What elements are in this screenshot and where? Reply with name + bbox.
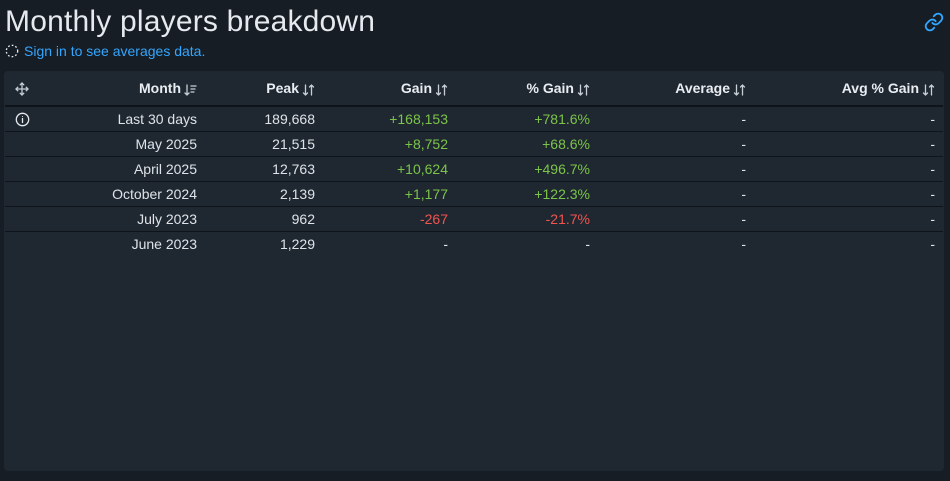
- average-cell: -: [590, 181, 746, 207]
- percent-gain-cell: -: [585, 236, 590, 252]
- info-icon[interactable]: [15, 112, 30, 127]
- month-cell: April 2025: [39, 156, 197, 182]
- spinner-icon: [5, 44, 19, 58]
- month-cell: July 2023: [39, 206, 197, 232]
- percent-gain-cell: +68.6%: [448, 131, 590, 157]
- sort-descending-icon: [184, 81, 197, 96]
- average-cell: -: [590, 206, 746, 232]
- average-cell: -: [590, 156, 746, 182]
- column-header-percent-gain[interactable]: % Gain: [448, 71, 590, 107]
- column-header-peak[interactable]: Peak: [197, 71, 315, 107]
- column-header-gain-label: Gain: [400, 80, 432, 96]
- month-cell: October 2024: [39, 181, 197, 207]
- percent-gain-cell: -21.7%: [448, 206, 590, 232]
- column-header-peak-label: Peak: [266, 80, 299, 96]
- column-header-month[interactable]: Month: [39, 71, 197, 107]
- column-header-percent-gain-label: % Gain: [526, 80, 574, 96]
- move-arrows-icon: [15, 82, 29, 96]
- row-icon-cell: [5, 232, 39, 257]
- gain-cell: +1,177: [315, 181, 448, 207]
- column-header-average-label: Average: [675, 80, 730, 96]
- row-icon-cell: [5, 206, 39, 232]
- peak-cell: 189,668: [197, 106, 315, 132]
- peak-cell: 12,763: [197, 156, 315, 182]
- breakdown-table: Month Peak: [5, 71, 943, 256]
- gain-cell: -267: [315, 206, 448, 232]
- signin-notice: Sign in to see averages data.: [5, 42, 205, 60]
- row-info-cell[interactable]: [5, 106, 39, 132]
- gain-cell: -: [443, 236, 448, 252]
- avg-percent-gain-cell: -: [746, 106, 943, 132]
- peak-cell: 2,139: [197, 181, 315, 207]
- page-title: Monthly players breakdown: [5, 5, 376, 38]
- sort-both-icon: [435, 81, 448, 96]
- average-cell: -: [590, 131, 746, 157]
- table-row: June 2023 1,229 - - - -: [5, 232, 943, 257]
- column-header-month-label: Month: [139, 80, 181, 96]
- table-row: April 2025 12,763 +10,624 +496.7% - -: [5, 156, 943, 182]
- avg-percent-gain-cell: -: [746, 181, 943, 207]
- month-cell: Last 30 days: [39, 106, 197, 132]
- sort-both-icon: [733, 81, 746, 96]
- gain-cell: +8,752: [315, 131, 448, 157]
- avg-percent-gain-cell: -: [930, 236, 935, 252]
- peak-cell: 21,515: [197, 131, 315, 157]
- row-icon-cell: [5, 156, 39, 182]
- gain-cell: +10,624: [315, 156, 448, 182]
- month-cell: June 2023: [131, 236, 197, 252]
- table-header-row: Month Peak: [5, 71, 943, 107]
- column-header-avg-percent-gain[interactable]: Avg % Gain: [746, 71, 943, 107]
- peak-cell: 1,229: [279, 236, 315, 252]
- sort-both-icon: [577, 81, 590, 96]
- gain-cell: +168,153: [315, 106, 448, 132]
- peak-cell: 962: [197, 206, 315, 232]
- avg-percent-gain-cell: -: [746, 206, 943, 232]
- average-cell: -: [741, 236, 746, 252]
- table-row: Last 30 days 189,668 +168,153 +781.6% - …: [5, 106, 943, 132]
- avg-percent-gain-cell: -: [746, 131, 943, 157]
- month-cell: May 2025: [39, 131, 197, 157]
- percent-gain-cell: +122.3%: [448, 181, 590, 207]
- column-header-avg-percent-gain-label: Avg % Gain: [841, 80, 919, 96]
- percent-gain-cell: +496.7%: [448, 156, 590, 182]
- row-icon-cell: [5, 181, 39, 207]
- column-header-average[interactable]: Average: [590, 71, 746, 107]
- percent-gain-cell: +781.6%: [448, 106, 590, 132]
- table-row: October 2024 2,139 +1,177 +122.3% - -: [5, 181, 943, 207]
- signin-link[interactable]: Sign in to see averages data.: [24, 43, 206, 59]
- table-row: July 2023 962 -267 -21.7% - -: [5, 206, 943, 232]
- sort-both-icon: [922, 81, 935, 96]
- row-icon-cell: [5, 131, 39, 157]
- column-reorder-handle[interactable]: [5, 71, 39, 107]
- sort-both-icon: [302, 81, 315, 96]
- column-header-gain[interactable]: Gain: [315, 71, 448, 107]
- link-icon[interactable]: [924, 12, 944, 32]
- avg-percent-gain-cell: -: [746, 156, 943, 182]
- average-cell: -: [590, 106, 746, 132]
- table-row: May 2025 21,515 +8,752 +68.6% - -: [5, 131, 943, 157]
- breakdown-table-card: Month Peak: [4, 71, 944, 471]
